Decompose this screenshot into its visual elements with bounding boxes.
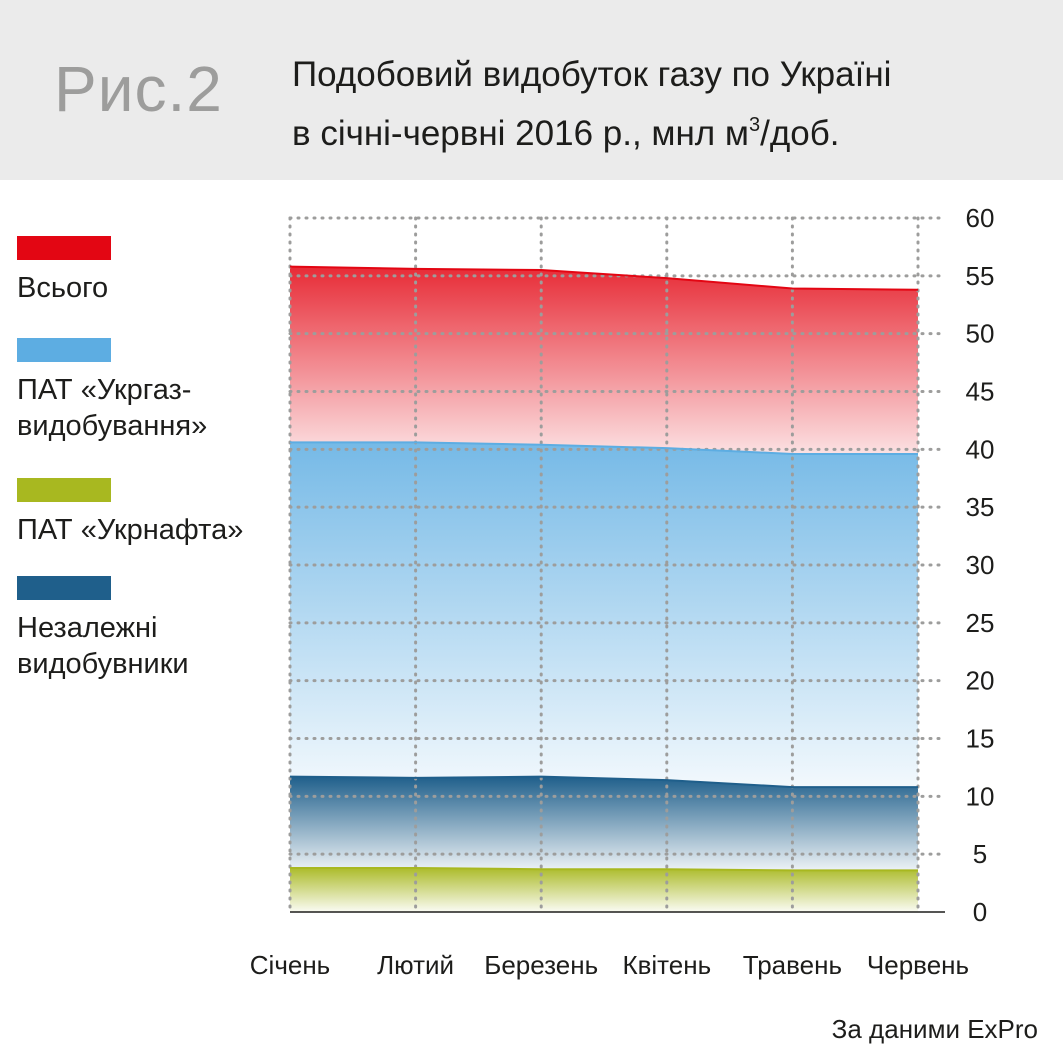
x-tick-label: Квітень [622, 950, 711, 980]
title-line-2: в січні-червні 2016 р., мнл м3/доб. [292, 100, 1032, 159]
area-band-ukrnafta [290, 868, 918, 912]
legend-item-independent: Незалежні видобувники [17, 576, 287, 682]
series-line-total [289, 265, 919, 291]
title-superscript: 3 [749, 114, 761, 136]
y-tick-label: 45 [966, 377, 995, 407]
area-band-ukrgaz [290, 442, 918, 788]
y-tick-label: 55 [966, 261, 995, 291]
legend-label-independent: Незалежні видобувники [17, 612, 189, 680]
y-tick-label: 5 [973, 839, 987, 869]
title-line-1: Подобовий видобуток газу по Україні [292, 55, 892, 94]
chart-title: Подобовий видобуток газу по Україні в сі… [292, 50, 1032, 159]
y-tick-label: 40 [966, 434, 995, 464]
series-line-independent [289, 775, 918, 789]
area-band-total [290, 266, 918, 454]
title-line-2-main: в січні-червні 2016 р., мнл м [292, 114, 749, 153]
legend-swatch-total [17, 236, 111, 260]
x-tick-label: Червень [867, 950, 969, 980]
title-line-2-end: /доб. [760, 114, 840, 153]
legend-swatch-ukrnafta [17, 478, 111, 502]
y-tick-label: 30 [966, 550, 995, 580]
legend-item-total: Всього [17, 236, 287, 306]
series-line-ukrnafta [290, 867, 918, 872]
legend-item-ukrnafta: ПАТ «Укрнафта» [17, 478, 287, 548]
y-tick-label: 20 [966, 666, 995, 696]
legend-label-total: Всього [17, 272, 109, 304]
legend-label-ukrgaz: ПАТ «Укргаз- видобування» [17, 374, 208, 442]
y-tick-label: 25 [966, 608, 995, 638]
y-tick-label: 35 [966, 492, 995, 522]
y-tick-label: 0 [973, 897, 987, 927]
source-note: За даними ExPro [831, 1014, 1038, 1044]
y-tick-label: 10 [966, 781, 995, 811]
x-tick-label: Січень [250, 950, 330, 980]
x-tick-label: Лютий [377, 950, 454, 980]
area-band-independent [290, 776, 918, 871]
legend-label-ukrnafta: ПАТ «Укрнафта» [17, 514, 244, 546]
header-band: Рис.2 Подобовий видобуток газу по Україн… [0, 0, 1063, 180]
legend-swatch-independent [17, 576, 111, 600]
y-tick-label: 15 [966, 724, 995, 754]
series-line-ukrgaz [290, 441, 918, 455]
legend-swatch-ukrgaz [17, 338, 111, 362]
x-tick-label: Травень [743, 950, 842, 980]
figure-label: Рис.2 [54, 53, 223, 125]
x-tick-label: Березень [484, 950, 598, 980]
legend-item-ukrgaz: ПАТ «Укргаз- видобування» [17, 338, 287, 444]
y-tick-label: 60 [966, 203, 995, 233]
y-tick-label: 50 [966, 319, 995, 349]
